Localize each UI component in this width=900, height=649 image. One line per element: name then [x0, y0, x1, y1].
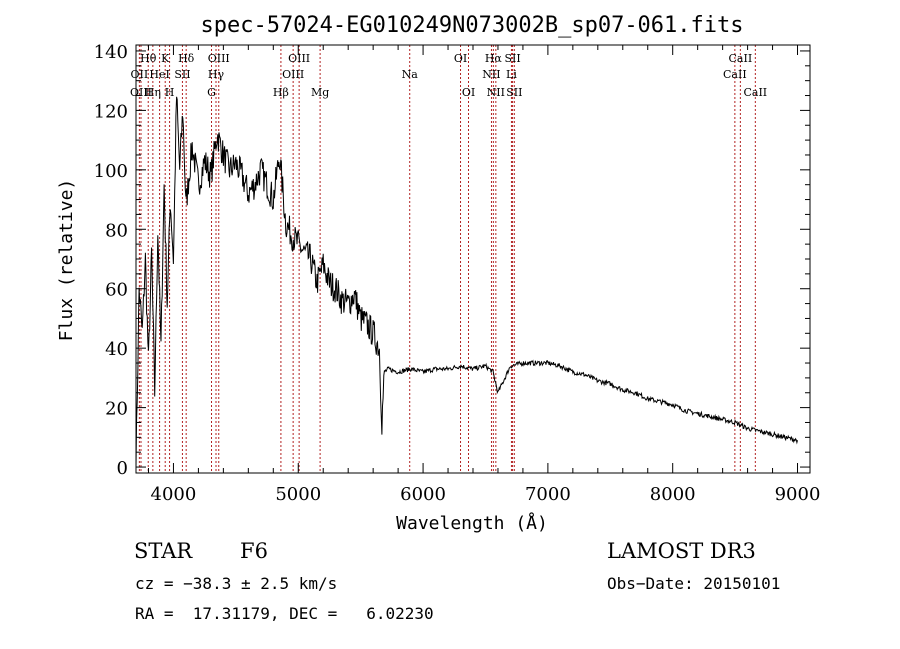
y-tick-label: 100 — [94, 161, 128, 182]
object-type-label: STAR — [134, 539, 193, 563]
spectral-line-label: OIII — [288, 52, 310, 65]
spectral-line-label: SII — [506, 86, 522, 99]
x-tick-label: 8000 — [650, 484, 696, 505]
spectral-line-label: Hδ — [178, 52, 195, 65]
spectral-class-label: F6 — [240, 539, 268, 563]
redshift-label: cz = −38.3 ± 2.5 km/s — [135, 574, 338, 593]
spectral-line-label: SII — [504, 52, 520, 65]
spectral-line-label: Mg — [311, 86, 329, 99]
y-tick-label: 80 — [105, 220, 128, 241]
spectral-line-label: NII — [482, 68, 500, 81]
obs-date-label: Obs−Date: 20150101 — [607, 574, 781, 593]
spectral-line-label: OII — [131, 68, 149, 81]
spectral-line-label: G — [207, 86, 216, 99]
spectral-line-label: Hθ — [140, 52, 157, 65]
survey-label: LAMOST DR3 — [607, 539, 756, 563]
x-tick-label: 5000 — [275, 484, 321, 505]
spectrum-line — [135, 96, 798, 468]
x-tick-label: 4000 — [151, 484, 197, 505]
spectral-line-label: Hγ — [208, 68, 225, 81]
spectral-line-labels: Hθ OII OIII K HeI Hη SII H Hδ OIII Hγ G Hβ OIII OIII Mg… — [130, 52, 767, 99]
spectral-line-label: CaII — [723, 68, 747, 81]
y-tick-label: 20 — [105, 399, 128, 420]
y-axis-label: Flux (relative) — [56, 179, 77, 342]
spectral-line-label: OIII — [130, 86, 152, 99]
y-tick-label: 40 — [105, 339, 128, 360]
spectral-line-label: Na — [402, 68, 419, 81]
spectral-line-label: SII — [174, 68, 190, 81]
spectral-line-label: Hα — [485, 52, 503, 65]
plot-frame — [135, 44, 811, 474]
spectral-line-label: NII — [487, 86, 505, 99]
x-tick-label: 7000 — [525, 484, 571, 505]
spectral-line-label: CaII — [743, 86, 767, 99]
y-tick-label: 0 — [117, 458, 128, 479]
spectral-line-label: Li — [506, 68, 517, 81]
spectral-line-label: H — [165, 86, 175, 99]
spectral-line-label: CaII — [729, 52, 753, 65]
axis-ticks: 4000 5000 6000 7000 8000 9000 0 20 40 60 80 100 120 1… — [94, 42, 821, 505]
y-tick-label: 140 — [94, 42, 128, 63]
spectral-line-label: OIII — [282, 68, 304, 81]
coordinates-label: RA = 17.31179, DEC = 6.02230 — [135, 604, 434, 623]
spectral-line-label: Hβ — [273, 86, 289, 99]
x-axis-label: Wavelength (Å) — [396, 512, 548, 534]
spectral-line-label: OI — [454, 52, 467, 65]
y-tick-label: 60 — [105, 280, 128, 301]
spectral-line-label: Hη — [145, 86, 161, 99]
spectral-line-label: OI — [462, 86, 475, 99]
spectral-line-label: OIII — [208, 52, 230, 65]
spectral-line-label: HeI — [149, 68, 169, 81]
chart-title: spec-57024-EG010249N073002B_sp07-061.fit… — [200, 13, 743, 38]
x-tick-label: 9000 — [775, 484, 821, 505]
spectral-line-markers — [138, 45, 756, 473]
y-tick-label: 120 — [94, 101, 128, 122]
spectral-line-label: K — [161, 52, 170, 65]
x-tick-label: 6000 — [400, 484, 446, 505]
